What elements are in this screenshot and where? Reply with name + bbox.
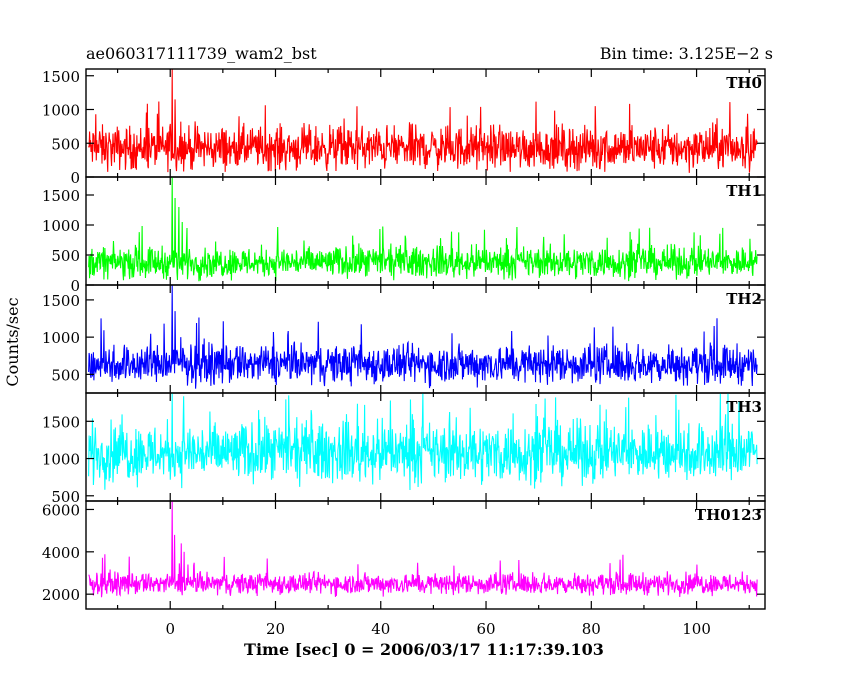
x-tick-label: 0 bbox=[165, 620, 175, 638]
y-axis-label: Counts/sec bbox=[3, 297, 22, 386]
y-tick-label: 1000 bbox=[42, 451, 80, 469]
channel-label: TH1 bbox=[726, 182, 762, 200]
bin-time-label: Bin time: 3.125E−2 s bbox=[600, 44, 773, 63]
trace-th3 bbox=[88, 393, 758, 490]
y-tick-label: 1500 bbox=[42, 413, 80, 431]
x-tick-label: 40 bbox=[371, 620, 390, 638]
y-tick-label: 2000 bbox=[42, 586, 80, 604]
panel-stack: 0 500 1000 1500 TH0 0 500 1000 1500 TH1 500 1000 150… bbox=[42, 68, 766, 610]
panel-th1: 0 500 1000 1500 TH1 bbox=[42, 176, 766, 295]
y-tick-label: 500 bbox=[51, 135, 80, 153]
channel-label: TH0123 bbox=[695, 506, 762, 524]
y-tick-label: 1000 bbox=[42, 217, 80, 235]
panel-th3: 500 1000 1500 TH3 bbox=[42, 392, 766, 506]
y-tick-label: 1500 bbox=[42, 292, 80, 310]
observation-title: ae060317111739_wam2_bst bbox=[86, 44, 317, 63]
channel-label: TH3 bbox=[726, 398, 762, 416]
trace-th0123 bbox=[88, 501, 758, 598]
trace-th2 bbox=[88, 285, 758, 389]
x-tick-label: 60 bbox=[476, 620, 495, 638]
channel-label: TH2 bbox=[726, 290, 762, 308]
time-axis: 0 20 40 60 80 100 bbox=[165, 620, 710, 638]
y-tick-label: 4000 bbox=[42, 544, 80, 562]
channel-label: TH0 bbox=[726, 74, 762, 92]
y-tick-label: 1500 bbox=[42, 68, 80, 86]
y-tick-label: 1000 bbox=[42, 102, 80, 120]
trace-th0 bbox=[88, 69, 758, 173]
y-tick-label: 500 bbox=[51, 247, 80, 265]
panel-th2: 500 1000 1500 TH2 bbox=[42, 284, 766, 394]
y-tick-label: 0 bbox=[70, 277, 80, 295]
y-tick-label: 500 bbox=[51, 366, 80, 384]
y-tick-label: 6000 bbox=[42, 501, 80, 519]
trace-th1 bbox=[88, 177, 758, 282]
panel-th0: 0 500 1000 1500 TH0 bbox=[42, 68, 766, 187]
panel-frame bbox=[85, 500, 766, 610]
x-tick-label: 100 bbox=[682, 620, 711, 638]
x-axis-label: Time [sec] 0 = 2006/03/17 11:17:39.103 bbox=[244, 640, 604, 659]
x-tick-label: 80 bbox=[582, 620, 601, 638]
y-tick-label: 500 bbox=[51, 488, 80, 506]
x-tick-label: 20 bbox=[266, 620, 285, 638]
y-tick-label: 0 bbox=[70, 169, 80, 187]
panel-th0123: 2000 4000 6000 TH0123 bbox=[42, 500, 766, 610]
y-tick-label: 1000 bbox=[42, 329, 80, 347]
y-tick-label: 1500 bbox=[42, 187, 80, 205]
